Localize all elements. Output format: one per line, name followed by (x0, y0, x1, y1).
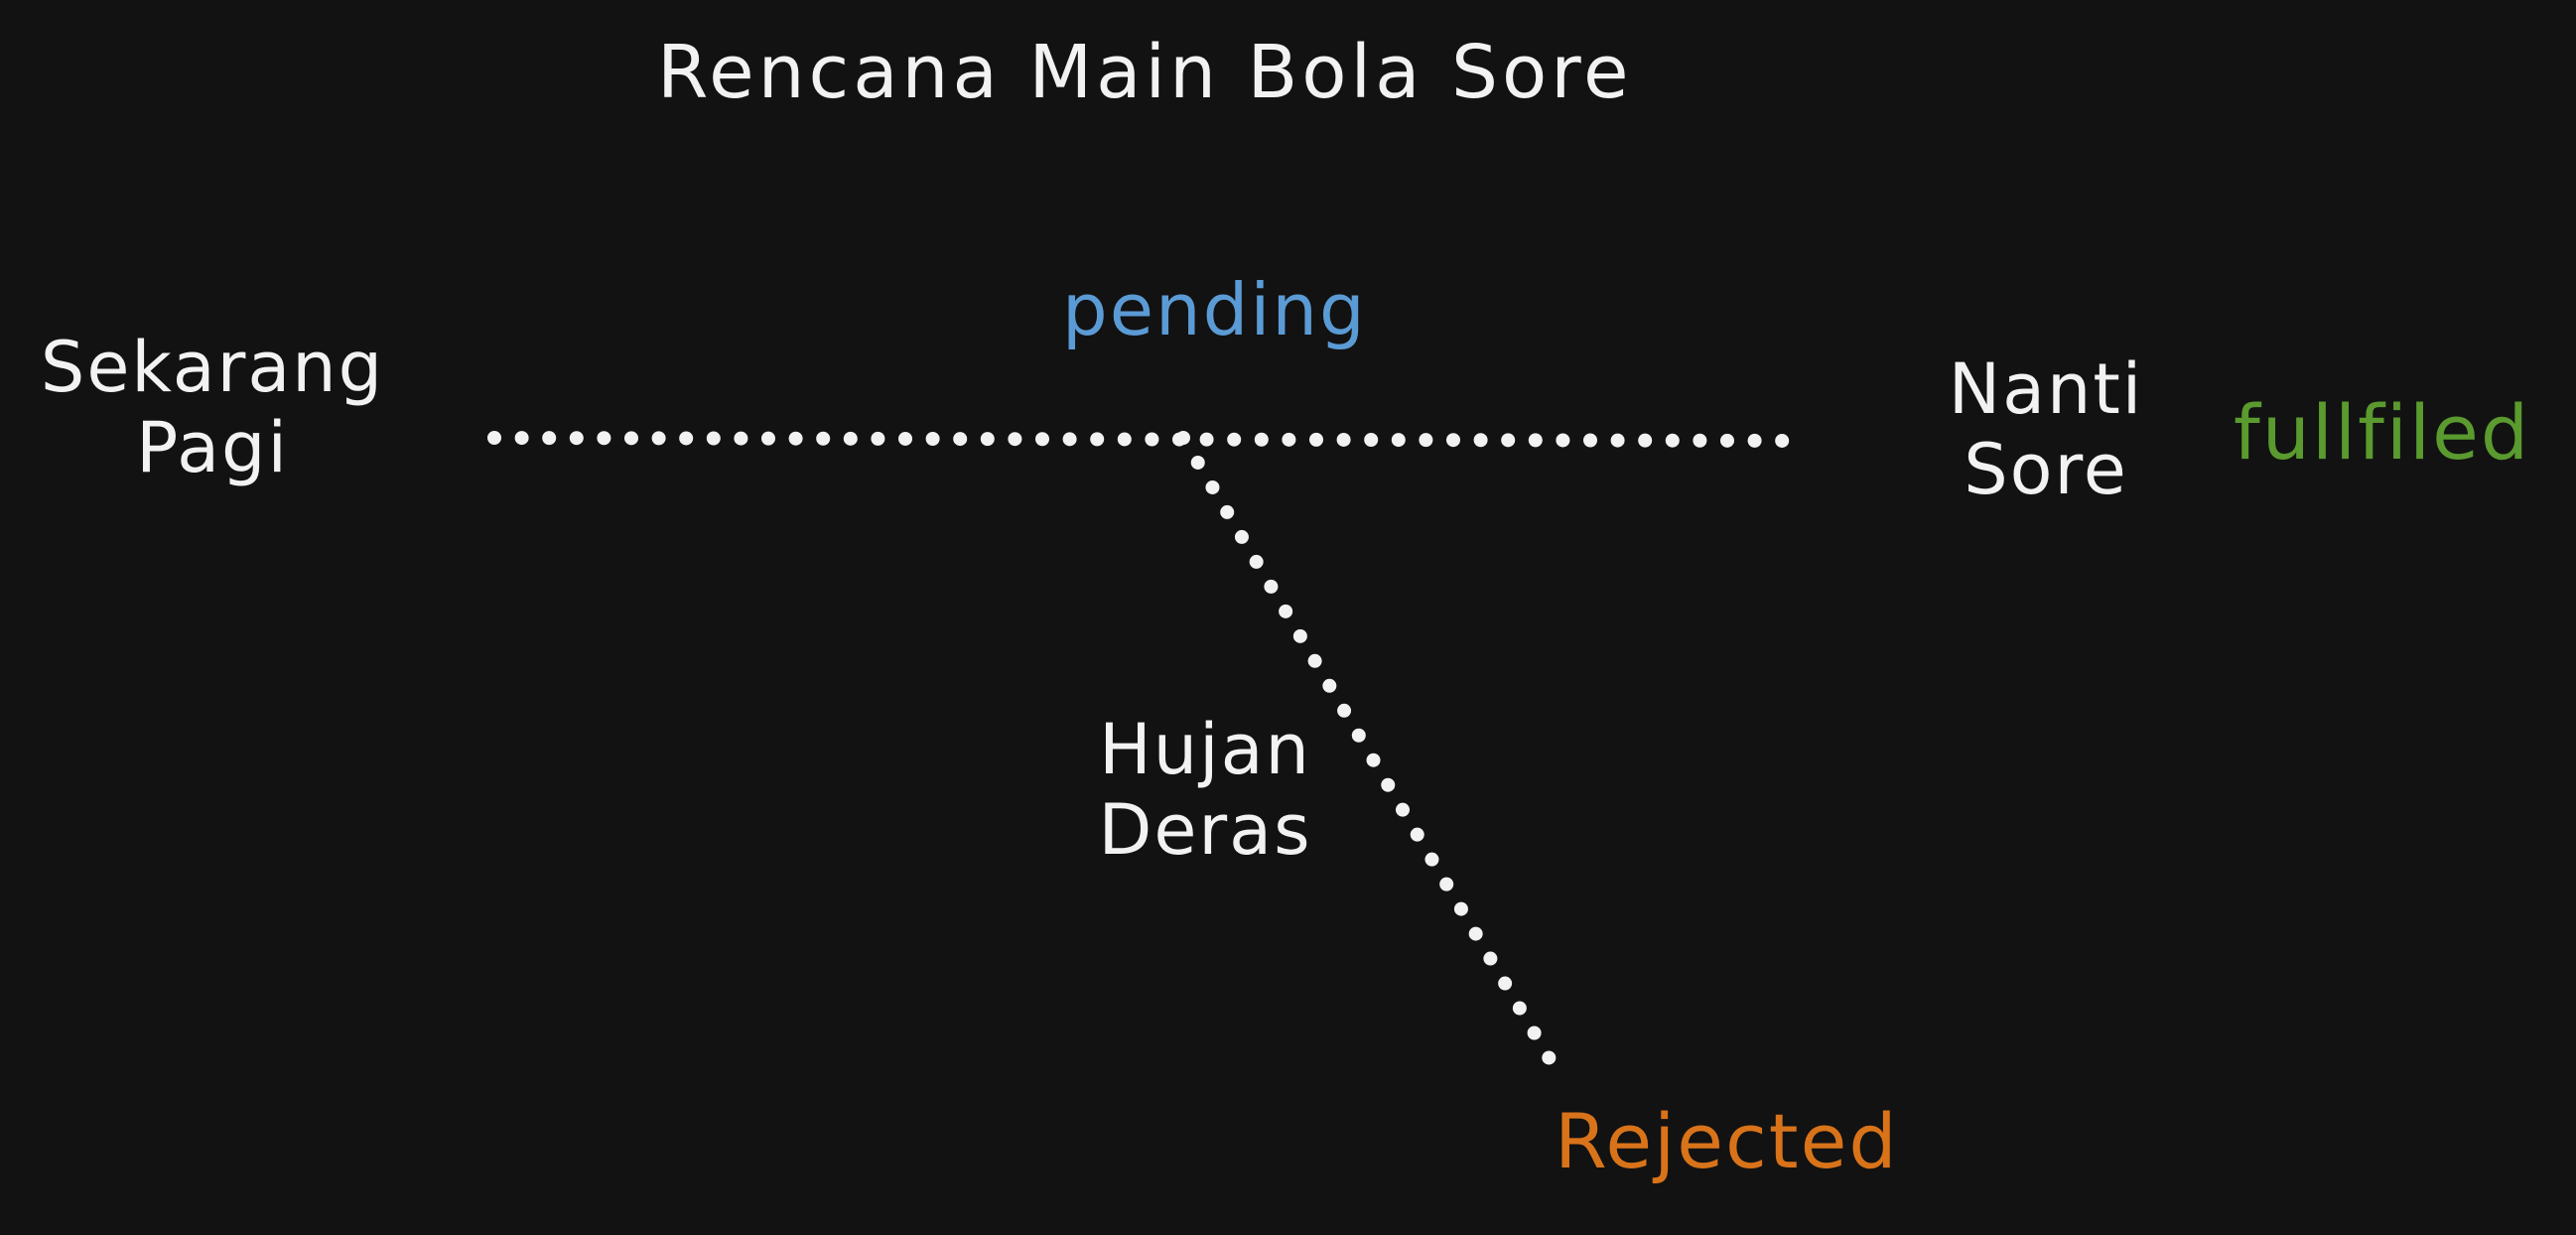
timeline-dotted-line (487, 431, 1814, 448)
end-label-line2: Sore (1964, 428, 2128, 510)
pending-label: pending (1062, 268, 1367, 351)
rejection-dotted-line (1176, 431, 1559, 1069)
start-label-line1: Sekarang (40, 327, 385, 408)
cause-label-line1: Hujan (1099, 709, 1311, 790)
cause-label-line2: Deras (1098, 788, 1312, 871)
diagram-title: Rencana Main Bola Sore (657, 30, 1633, 115)
end-label: Nanti Sore (1936, 349, 2156, 509)
rejected-label: Rejected (1555, 1097, 1899, 1185)
cause-label: Hujan Deras (1077, 710, 1333, 870)
start-label: Sekarang Pagi (28, 328, 397, 487)
start-label-line2: Pagi (136, 406, 289, 488)
fulfilled-label: fullfiled (2234, 388, 2531, 477)
end-label-line1: Nanti (1948, 348, 2144, 430)
